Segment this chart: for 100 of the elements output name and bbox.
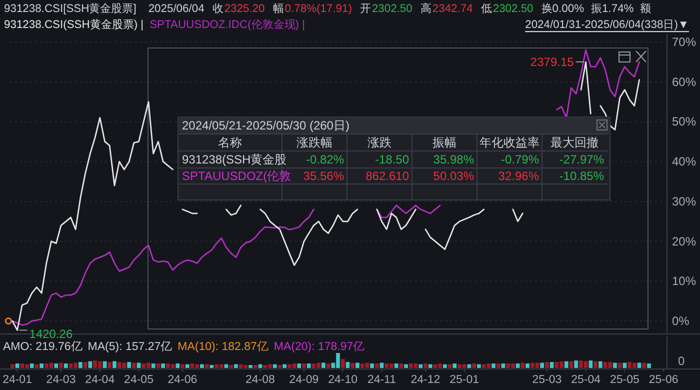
annotation: 2379.15 <box>530 54 574 69</box>
bar <box>647 364 651 368</box>
annotation: SPTAUUSDOZ(伦敦 <box>182 169 292 183</box>
bar <box>54 364 58 368</box>
bar <box>78 362 82 368</box>
bar <box>374 364 379 368</box>
bar <box>516 364 520 368</box>
bar <box>302 364 306 368</box>
text: 2325.20 <box>224 3 265 15</box>
bar <box>88 361 92 368</box>
x-tick-label: 24-11 <box>367 374 396 386</box>
bar <box>394 364 398 368</box>
y-tick-label: 10% <box>672 274 696 288</box>
bar <box>282 364 286 368</box>
y-tick-label: 20% <box>672 234 696 248</box>
bar <box>526 364 530 368</box>
bar <box>40 364 44 368</box>
bar <box>340 359 345 368</box>
bar <box>442 364 447 368</box>
text: 0 <box>678 354 685 368</box>
annotation: 涨跌幅 <box>296 136 332 150</box>
annotation: 最大回撤 <box>550 136 598 150</box>
bar <box>176 364 180 368</box>
bar <box>272 364 277 368</box>
bar <box>64 364 68 368</box>
annotation: 涨跌 <box>368 136 392 150</box>
bar <box>492 364 496 368</box>
bar <box>428 364 432 368</box>
bar <box>297 364 302 368</box>
text: 额 <box>640 2 651 15</box>
bar <box>234 364 238 368</box>
y-tick-label: 40% <box>672 154 696 169</box>
bar <box>321 362 326 368</box>
text: 2025/06/04 <box>148 3 204 15</box>
text: 低 <box>480 3 492 15</box>
bar <box>132 362 136 368</box>
text: 振1.74% <box>591 3 634 15</box>
bar <box>594 361 598 368</box>
bar <box>200 364 204 368</box>
bar <box>399 364 404 368</box>
text: 2024/01/31-2025/06/04(338日)▼ <box>525 19 689 31</box>
y-tick-label: 60% <box>672 74 696 89</box>
bar <box>418 364 423 368</box>
annotation: MA(20): 178.97亿 <box>274 340 366 353</box>
text: 2302.50 <box>372 3 412 15</box>
bar <box>501 364 506 368</box>
annotation: 名称 <box>218 136 242 150</box>
bar <box>112 361 116 368</box>
bar <box>151 364 156 368</box>
annotation: 年化收益率 <box>480 136 540 150</box>
bar <box>598 361 602 368</box>
bar <box>370 364 374 368</box>
x-tick-label: 24-01 <box>2 374 32 386</box>
x-tick-label: 24-12 <box>410 374 440 386</box>
x-tick-label: 24-05 <box>124 374 154 386</box>
bar <box>476 364 481 368</box>
bar <box>326 364 330 368</box>
bar <box>424 364 428 368</box>
text: 0.78%(17.91) <box>284 3 352 15</box>
bar <box>574 360 578 368</box>
text: 高 <box>420 2 432 15</box>
annotation: AMO: 219.76亿 <box>3 340 83 353</box>
bar <box>229 365 234 368</box>
text: 931238.CSI(SSH黄金股票) | <box>4 18 144 31</box>
bar <box>613 362 617 368</box>
bar <box>210 365 214 368</box>
bar <box>161 364 166 368</box>
bar <box>83 362 88 368</box>
bar <box>127 362 131 368</box>
x-tick-label: 24-03 <box>46 374 76 386</box>
bar <box>350 362 355 368</box>
bar <box>618 362 622 368</box>
text: 2342.74 <box>432 3 473 15</box>
text: 换0.00% <box>541 3 584 15</box>
bar <box>253 365 258 368</box>
chart-title: 931238.CSI[SSH黄金股票] <box>4 2 136 15</box>
bar <box>452 364 457 368</box>
bar <box>59 362 63 368</box>
bar <box>540 362 544 368</box>
bar <box>545 362 549 368</box>
text: 幅 <box>272 3 284 15</box>
annotation: MA(10): 182.87亿 <box>178 340 269 353</box>
x-tick-label: 24-09 <box>289 374 319 386</box>
bar <box>520 362 525 368</box>
x-tick-label: 25-05 <box>610 374 640 386</box>
bar <box>550 362 554 368</box>
y-tick-label: 30% <box>672 194 696 208</box>
annotation: 931238(SSH黄金股 <box>182 152 287 166</box>
bar <box>472 364 476 368</box>
annotation: 2024/05/21-2025/05/30 (260日) <box>182 118 350 132</box>
y-tick-label: 0% <box>672 314 690 328</box>
annotation: 35.56% <box>303 169 344 183</box>
annotation: 50.03% <box>433 169 474 183</box>
x-tick-label: 25-01 <box>450 374 480 386</box>
bar <box>108 362 112 368</box>
bar <box>248 365 252 368</box>
bar <box>15 364 20 368</box>
bar <box>564 361 568 368</box>
annotation: -10.85% <box>559 169 604 183</box>
bar <box>30 364 34 368</box>
